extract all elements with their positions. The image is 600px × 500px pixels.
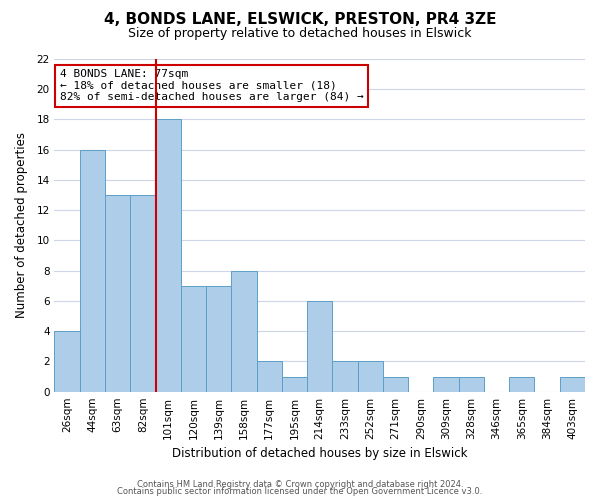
- Bar: [282, 376, 307, 392]
- Bar: [560, 376, 585, 392]
- X-axis label: Distribution of detached houses by size in Elswick: Distribution of detached houses by size …: [172, 447, 467, 460]
- Bar: [383, 376, 408, 392]
- Bar: [155, 120, 181, 392]
- Bar: [433, 376, 458, 392]
- Text: Size of property relative to detached houses in Elswick: Size of property relative to detached ho…: [128, 28, 472, 40]
- Bar: [55, 331, 80, 392]
- Bar: [130, 195, 155, 392]
- Text: Contains public sector information licensed under the Open Government Licence v3: Contains public sector information licen…: [118, 488, 482, 496]
- Bar: [80, 150, 105, 392]
- Y-axis label: Number of detached properties: Number of detached properties: [15, 132, 28, 318]
- Bar: [358, 362, 383, 392]
- Bar: [509, 376, 535, 392]
- Text: 4 BONDS LANE: 77sqm
← 18% of detached houses are smaller (18)
82% of semi-detach: 4 BONDS LANE: 77sqm ← 18% of detached ho…: [60, 69, 364, 102]
- Text: 4, BONDS LANE, ELSWICK, PRESTON, PR4 3ZE: 4, BONDS LANE, ELSWICK, PRESTON, PR4 3ZE: [104, 12, 496, 28]
- Bar: [458, 376, 484, 392]
- Bar: [231, 270, 257, 392]
- Bar: [181, 286, 206, 392]
- Bar: [307, 301, 332, 392]
- Text: Contains HM Land Registry data © Crown copyright and database right 2024.: Contains HM Land Registry data © Crown c…: [137, 480, 463, 489]
- Bar: [206, 286, 231, 392]
- Bar: [257, 362, 282, 392]
- Bar: [332, 362, 358, 392]
- Bar: [105, 195, 130, 392]
